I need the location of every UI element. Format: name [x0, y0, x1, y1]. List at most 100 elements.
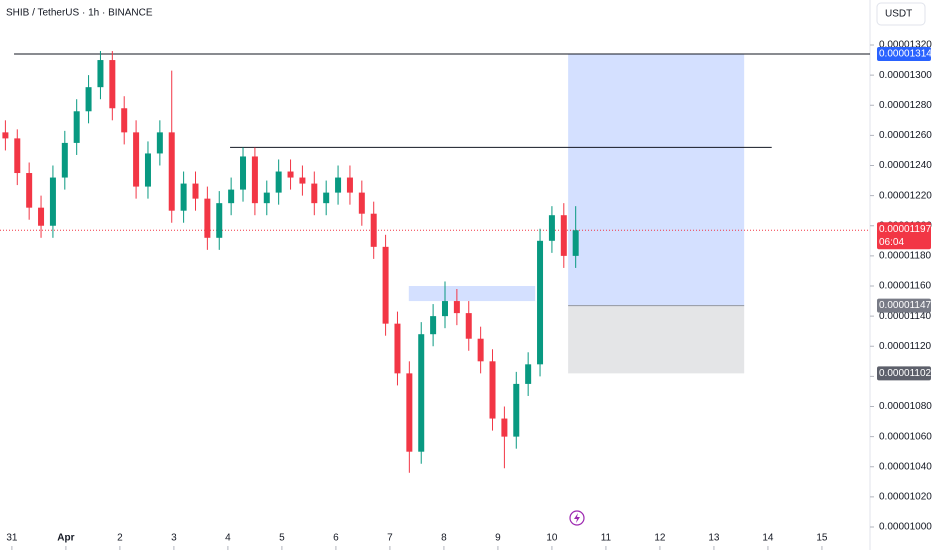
candle-body — [382, 246, 389, 324]
candle-body — [323, 192, 330, 204]
x-tick-label: 7 — [387, 533, 393, 544]
stop-area — [568, 305, 745, 374]
candle-body — [537, 240, 544, 365]
candle-body — [61, 142, 68, 178]
candle-body — [156, 132, 163, 154]
candle-body — [192, 183, 199, 199]
candle-body — [572, 230, 579, 256]
candle-body — [441, 301, 448, 317]
x-tick-label: 8 — [441, 533, 447, 544]
plot — [0, 51, 870, 473]
candle-body — [240, 156, 247, 190]
candle-body — [418, 334, 425, 452]
last-price-label: 0.00001197 — [879, 224, 932, 235]
candle-body — [513, 383, 520, 437]
candle-body — [406, 373, 413, 452]
candle-body — [49, 177, 56, 226]
candle-body — [489, 361, 496, 419]
target-area — [568, 54, 745, 306]
candle-body — [453, 301, 460, 314]
y-tick-label: 0.00001020 — [879, 492, 932, 503]
y-tick-label: 0.00001000 — [879, 522, 932, 533]
candle-body — [168, 132, 175, 211]
candle-body — [251, 156, 258, 204]
stop-label-bg — [877, 366, 931, 381]
candle-body — [121, 108, 128, 133]
candle-body — [180, 183, 187, 211]
x-tick-label: 3 — [171, 533, 177, 544]
candle-body — [26, 173, 33, 208]
candle-body — [97, 60, 104, 88]
x-tick-label: 12 — [654, 533, 666, 544]
candle-body — [2, 132, 9, 139]
x-tick-label: 2 — [117, 533, 123, 544]
x-tick-label: 4 — [225, 533, 231, 544]
candle-body — [358, 192, 365, 214]
y-tick-label: 0.00001300 — [879, 70, 932, 81]
last-price-bg — [877, 222, 931, 250]
y-tick-label: 0.00001180 — [879, 251, 932, 262]
candle-body — [228, 189, 235, 204]
candle-body — [311, 183, 318, 204]
candle-body — [465, 313, 472, 339]
x-tick-label: 10 — [546, 533, 558, 544]
candle-body — [85, 87, 92, 112]
y-tick-label: 0.00001280 — [879, 100, 932, 111]
y-tick-label: 0.00001320 — [879, 40, 932, 51]
currency-button[interactable] — [876, 2, 926, 26]
chart-title: SHIB / TetherUS · 1h · BINANCE — [6, 8, 153, 19]
stop-label: 0.00001102 — [879, 368, 932, 379]
x-tick-label: 13 — [708, 533, 720, 544]
candle-body — [38, 207, 45, 226]
entry-label: 0.00001147 — [879, 300, 932, 311]
target-label-bg — [877, 47, 931, 62]
x-tick-label: 6 — [333, 533, 339, 544]
y-tick-label: 0.00001120 — [879, 341, 932, 352]
candle-body — [394, 323, 401, 374]
candle-body — [263, 192, 270, 204]
candle-body — [525, 364, 532, 384]
x-tick-label: Apr — [57, 533, 74, 544]
candle-body — [501, 418, 508, 437]
candle-body — [133, 132, 140, 187]
entry-label-bg — [877, 298, 931, 313]
target-label: 0.00001314 — [879, 49, 932, 60]
y-tick-label: 0.00001240 — [879, 160, 932, 171]
candle-body — [335, 177, 342, 193]
candle-body — [346, 177, 353, 193]
candle-body — [216, 203, 223, 238]
countdown-label: 06:04 — [879, 237, 904, 248]
candle-body — [287, 171, 294, 178]
event-bolt — [574, 513, 580, 523]
candle-body — [275, 171, 282, 193]
candle-body — [477, 338, 484, 362]
currency-label: USDT — [885, 9, 912, 20]
candle-body — [548, 215, 555, 241]
y-tick-label: 0.00001140 — [879, 311, 932, 322]
candle-body — [73, 111, 80, 143]
zone — [408, 286, 536, 302]
x-tick-label: 9 — [495, 533, 501, 544]
x-tick-label: 15 — [816, 533, 828, 544]
y-tick-label: 0.00001040 — [879, 461, 932, 472]
y-tick-label: 0.00001220 — [879, 190, 932, 201]
y-tick-label: 0.00001060 — [879, 431, 932, 442]
y-tick-label: 0.00001080 — [879, 401, 932, 412]
candle-body — [14, 138, 21, 174]
candle-body — [204, 198, 211, 238]
y-tick-label: 0.00001160 — [879, 281, 932, 292]
x-tick-label: 31 — [6, 533, 18, 544]
candle-body — [560, 215, 567, 256]
candle-body — [144, 153, 151, 187]
x-tick-label: 5 — [279, 533, 285, 544]
x-tick-label: 11 — [601, 533, 612, 544]
candle-body — [109, 60, 116, 109]
y-tick-label: 0.00001260 — [879, 130, 932, 141]
event-icon[interactable] — [569, 510, 585, 526]
candle-body — [430, 316, 437, 335]
candle-body — [370, 213, 377, 247]
x-tick-label: 14 — [762, 533, 774, 544]
candle-body — [299, 177, 306, 184]
